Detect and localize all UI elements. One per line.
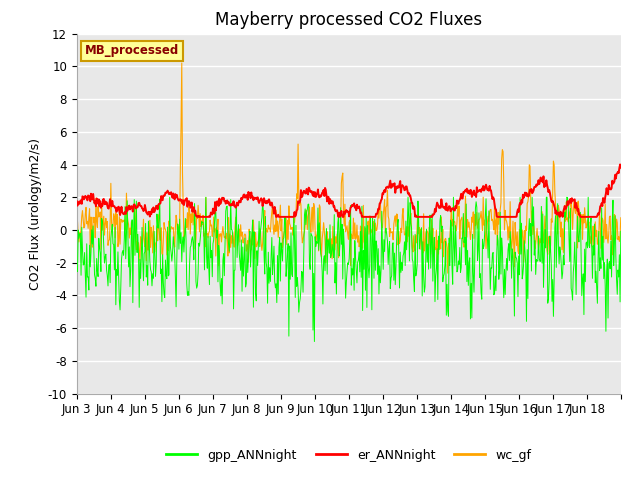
Y-axis label: CO2 Flux (urology/m2/s): CO2 Flux (urology/m2/s) [29, 138, 42, 289]
Title: Mayberry processed CO2 Fluxes: Mayberry processed CO2 Fluxes [215, 11, 483, 29]
Text: MB_processed: MB_processed [85, 44, 179, 58]
Legend: gpp_ANNnight, er_ANNnight, wc_gf: gpp_ANNnight, er_ANNnight, wc_gf [161, 444, 536, 467]
